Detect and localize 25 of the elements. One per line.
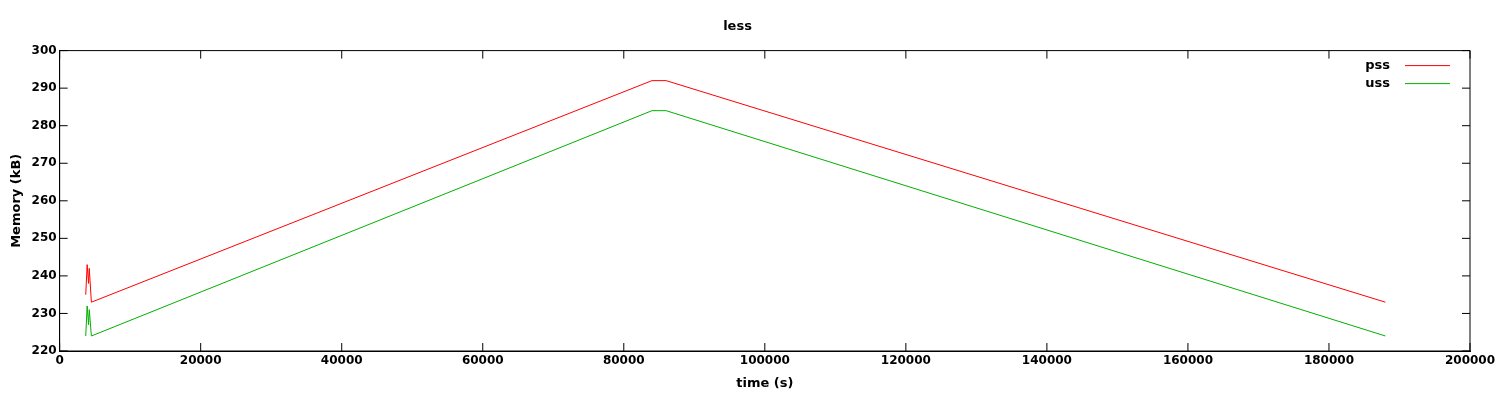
x-axis-title: time (s) [736, 374, 794, 390]
chart-title: less [723, 18, 753, 34]
y-tick-label: 290 [31, 80, 57, 95]
y-tick-label: 300 [31, 42, 57, 57]
x-tick-label: 100000 [739, 353, 790, 368]
x-tick-label: 120000 [880, 353, 931, 368]
y-tick-label: 240 [31, 268, 57, 283]
y-tick-label: 270 [31, 155, 57, 170]
x-tick-label: 0 [55, 353, 64, 368]
legend-label: uss [1365, 74, 1391, 90]
y-tick-label: 250 [31, 230, 57, 245]
y-tick-label: 230 [31, 305, 57, 320]
x-tick-label: 140000 [1021, 353, 1072, 368]
x-tick-label: 160000 [1162, 353, 1213, 368]
legend-label: pss [1365, 56, 1391, 72]
x-tick-label: 200000 [1444, 353, 1496, 368]
x-tick-label: 180000 [1303, 353, 1355, 368]
x-tick-label: 40000 [320, 353, 363, 368]
x-tick-label: 80000 [602, 353, 645, 368]
x-tick-label: 20000 [179, 353, 222, 368]
y-tick-label: 280 [31, 117, 57, 132]
y-tick-label: 220 [31, 343, 57, 358]
x-tick-label: 60000 [461, 353, 504, 368]
y-tick-label: 260 [31, 192, 57, 207]
y-axis-title: Memory (kB) [8, 153, 24, 248]
